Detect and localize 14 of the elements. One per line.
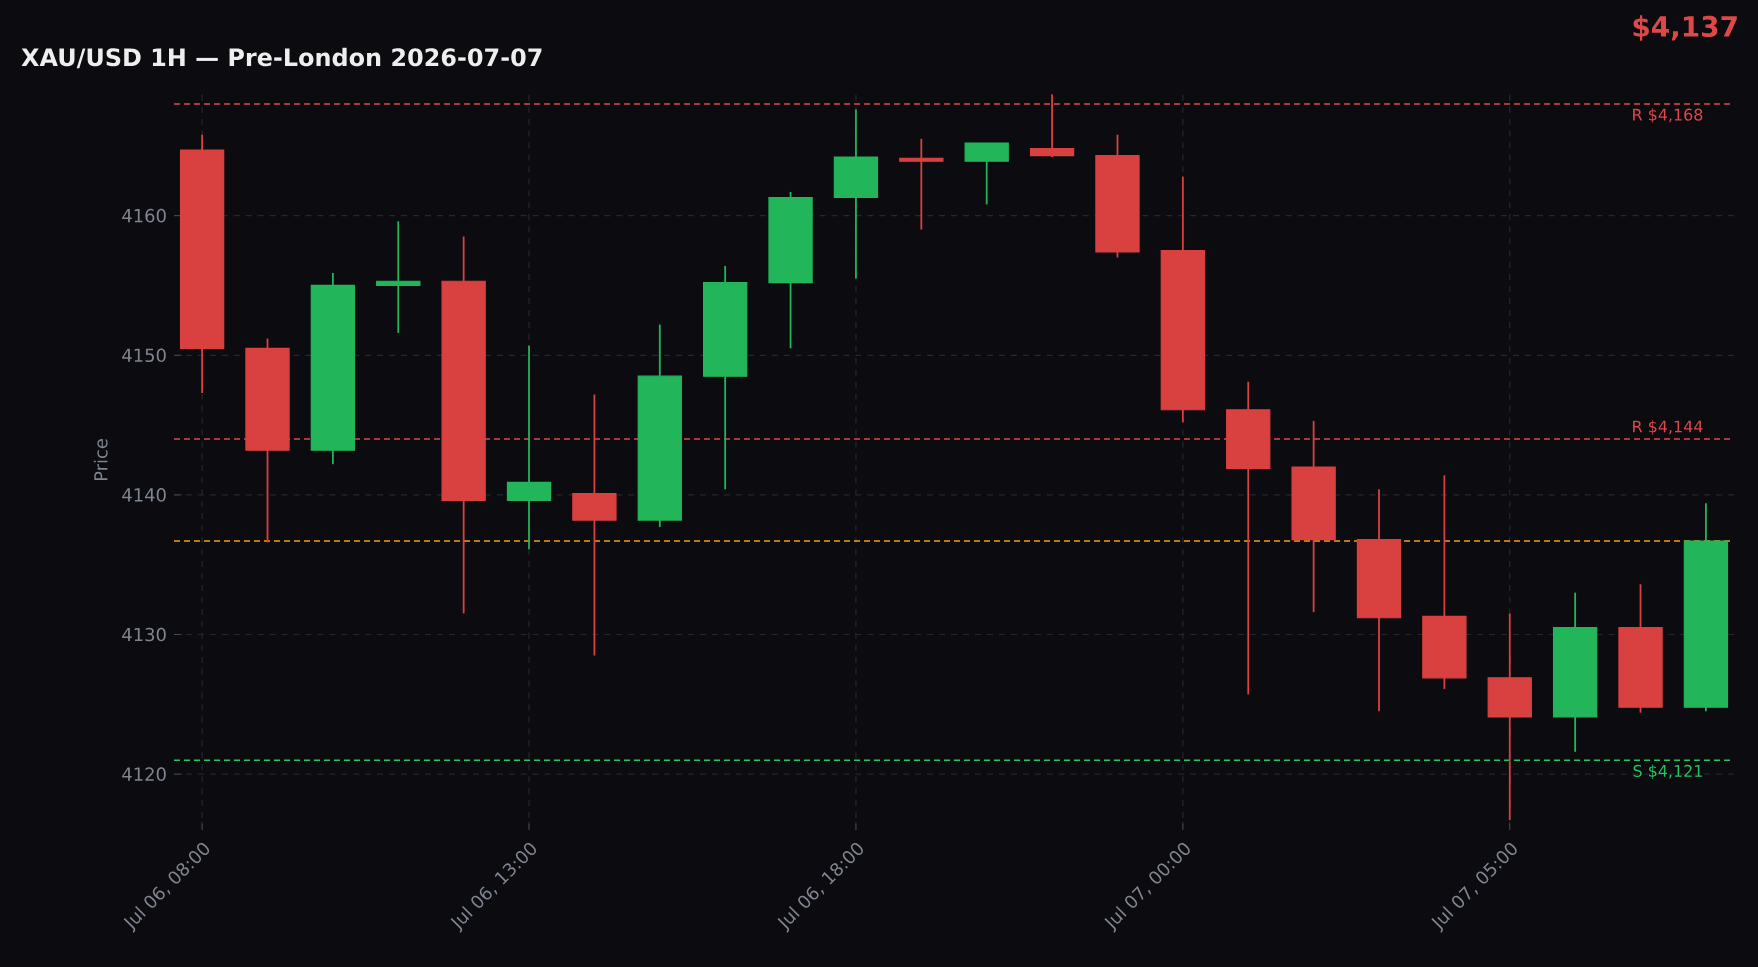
y-tick-label: 4160 [122,208,166,223]
y-axis-title: Price [93,439,108,481]
y-tick-label: 4140 [122,488,166,502]
y-tick-label: 4130 [122,627,166,642]
candlestick [899,137,944,231]
text: $4,137 [1633,15,1737,41]
candlestick [506,344,552,551]
ref-line-label: R $4,144 [1633,420,1703,435]
y-tick-label: 4150 [122,348,166,363]
ref-line-label: S $4,121 [1633,764,1702,780]
candlestick [376,220,421,334]
ref-line-label: R $4,168 [1633,108,1703,123]
chart-title: XAU/USD 1H — Pre-London 2026-07-07 [21,47,542,69]
y-tick-label: 4120 [122,767,166,781]
